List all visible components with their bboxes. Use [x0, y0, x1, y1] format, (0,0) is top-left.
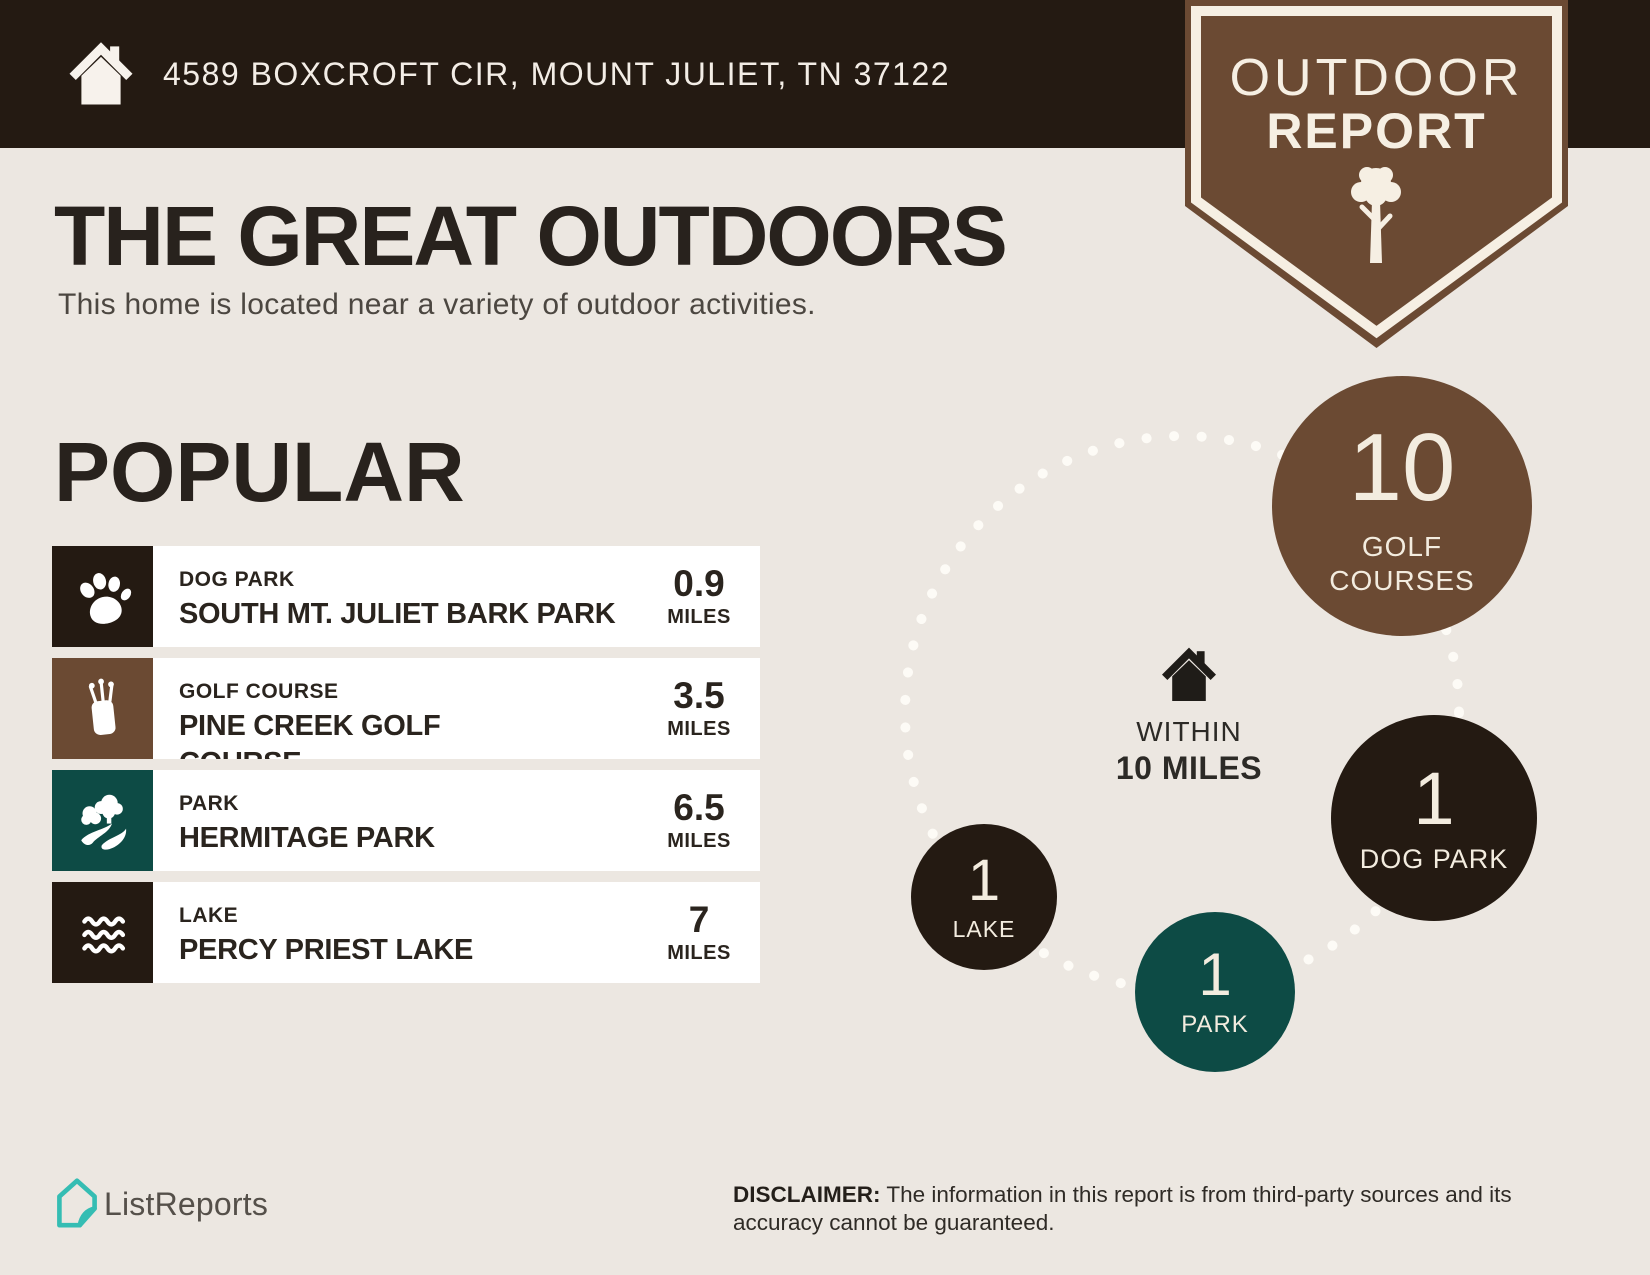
park-icon — [80, 794, 126, 850]
bubble-label: GOLF COURSES — [1329, 531, 1475, 596]
list-item-park: PARK HERMITAGE PARK 6.5 MILES — [52, 770, 760, 871]
distance-unit: MILES — [667, 717, 731, 740]
distance-value: 0.9 — [673, 562, 725, 604]
category-label: PARK — [179, 792, 239, 815]
bubble-label: PARK — [1181, 1011, 1249, 1038]
bubble-park: 1 PARK — [1135, 912, 1295, 1072]
place-name: HERMITAGE PARK — [179, 822, 435, 854]
bubble-label: LAKE — [952, 915, 1016, 942]
bubble-dog-park: 1 DOG PARK — [1331, 715, 1537, 921]
listreports-logo-icon — [57, 1178, 97, 1228]
disclaimer-label: DISCLAIMER: — [733, 1182, 881, 1207]
tree-icon — [1351, 167, 1401, 263]
badge-title-line2: REPORT — [1266, 103, 1487, 159]
distance-value: 3.5 — [673, 674, 725, 716]
distance-unit: MILES — [667, 941, 731, 964]
distance-block: 7 MILES — [638, 882, 760, 983]
distance-unit: MILES — [667, 829, 731, 852]
park-icon-tile — [52, 770, 153, 871]
list-item-lake: LAKE PERCY PRIEST LAKE 7 MILES — [52, 882, 760, 983]
bubble-lake: 1 LAKE — [911, 824, 1057, 970]
distance-value: 6.5 — [673, 786, 725, 828]
bubble-label: DOG PARK — [1359, 843, 1509, 874]
within-label: WITHIN — [1136, 716, 1242, 747]
distance-block: 3.5 MILES — [638, 658, 760, 759]
list-item-text: DOG PARK SOUTH MT. JULIET BARK PARK — [153, 546, 638, 647]
bubble-count: 1 — [1198, 941, 1232, 1008]
place-name: PINE CREEK GOLF COURSE — [179, 710, 441, 759]
golf-course-icon-tile — [52, 658, 153, 759]
within-distance-label: 10 MILES — [1115, 750, 1263, 786]
category-label: LAKE — [179, 904, 239, 927]
category-label: DOG PARK — [179, 568, 295, 591]
dog-park-icon-tile — [52, 546, 153, 647]
page-subtitle: This home is located near a variety of o… — [58, 288, 816, 321]
property-address: 4589 BOXCROFT CIR, MOUNT JULIET, TN 3712… — [163, 55, 951, 92]
list-item-text: PARK HERMITAGE PARK — [153, 770, 638, 871]
golf-bag-icon — [88, 678, 116, 735]
popular-heading: POPULAR — [54, 425, 465, 519]
list-item-text: LAKE PERCY PRIEST LAKE — [153, 882, 638, 983]
page-title: THE GREAT OUTDOORS — [54, 189, 1008, 283]
listreports-wordmark: ListReports — [104, 1186, 269, 1222]
list-item-dog-park: DOG PARK SOUTH MT. JULIET BARK PARK 0.9 … — [52, 546, 760, 647]
lake-icon-tile — [52, 882, 153, 983]
outdoor-report-badge: OUTDOOR REPORT — [1185, 0, 1568, 352]
bubble-count: 10 — [1348, 414, 1456, 521]
bubble-count: 1 — [1413, 756, 1455, 840]
disclaimer-text: DISCLAIMER: The information in this repo… — [733, 1182, 1512, 1235]
dotted-radius-ring — [900, 431, 1464, 995]
distance-block: 6.5 MILES — [638, 770, 760, 871]
badge-title-line1: OUTDOOR — [1229, 49, 1524, 107]
waves-icon — [81, 915, 125, 953]
popular-list: DOG PARK SOUTH MT. JULIET BARK PARK 0.9 … — [52, 546, 760, 994]
bubble-count: 1 — [967, 847, 1001, 913]
bubble-golf-courses: 10 GOLF COURSES — [1272, 376, 1532, 636]
place-name: SOUTH MT. JULIET BARK PARK — [179, 598, 616, 630]
place-name: PERCY PRIEST LAKE — [179, 934, 474, 966]
category-label: GOLF COURSE — [179, 680, 339, 703]
house-icon — [1162, 647, 1216, 701]
distance-block: 0.9 MILES — [638, 546, 760, 647]
list-item-text: GOLF COURSE PINE CREEK GOLF COURSE — [153, 658, 638, 759]
list-item-golf-course: GOLF COURSE PINE CREEK GOLF COURSE 3.5 M… — [52, 658, 760, 759]
distance-value: 7 — [688, 898, 710, 940]
paw-icon — [79, 572, 131, 624]
house-icon — [69, 42, 133, 105]
distance-unit: MILES — [667, 605, 731, 628]
